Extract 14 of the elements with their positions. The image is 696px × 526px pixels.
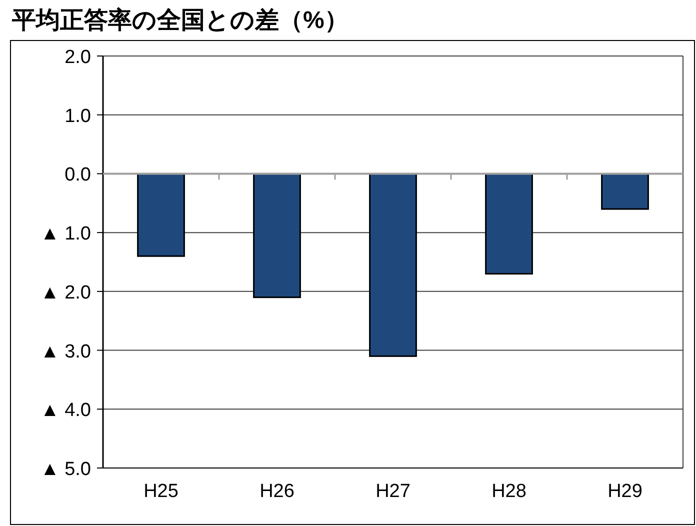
y-tick-label: 1.0 [64,106,91,127]
x-tick-label: H26 [260,481,294,502]
x-tick-label: H29 [608,481,642,502]
y-tick-label: 0.0 [64,164,91,186]
x-tick-label: H27 [376,481,410,502]
chart-title: 平均正答率の全国との差（%） [11,7,348,34]
y-tick-label: ▲ 4.0 [40,400,91,422]
y-tick-label: ▲ 2.0 [40,282,91,304]
x-tick-label: H28 [492,481,526,502]
x-tick-label: H25 [144,481,178,502]
y-tick-label: ▲ 3.0 [40,341,91,362]
y-tick-label: ▲ 1.0 [40,224,91,245]
y-tick-label: ▲ 5.0 [40,459,91,480]
y-tick-label: 2.0 [64,47,91,68]
